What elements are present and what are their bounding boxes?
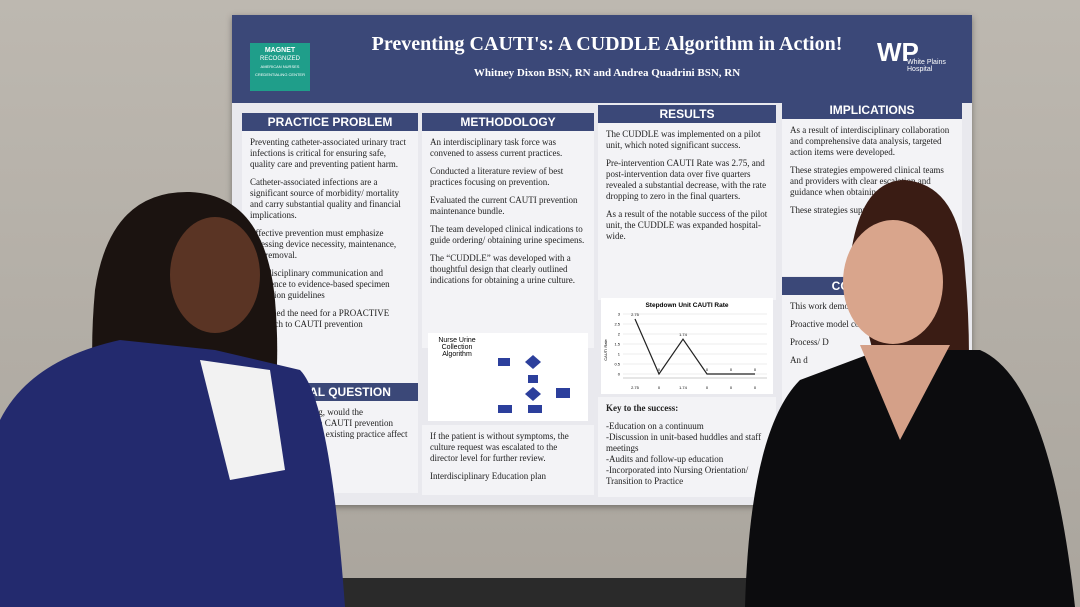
logo-mark: WP [877,37,919,67]
section-heading: METHODOLOGY [422,113,594,131]
section-text: Effective prevention must emphasize asse… [250,228,397,260]
section-text: If the patient is without symptoms, the … [430,431,569,463]
y-axis-label: CAUTI Rate [603,338,608,360]
data-label: 2.75 [631,312,640,317]
section-text: -Education on a continuum [606,421,704,431]
table-value: 1.74 [679,385,688,390]
right-person-neck [860,345,950,440]
table-value: 0 [706,385,709,390]
y-tick-label: 0.5 [614,362,620,367]
header-band [232,15,972,103]
section-text: Preventing catheter-associated urinary t… [250,137,406,169]
table-value: 0 [730,385,733,390]
section-text: Evaluated the current CAUTI prevention m… [430,195,578,216]
data-label: 0 [706,367,709,372]
logo-name: White Plains Hospital [907,59,946,73]
section-text: -Discussion in unit-based huddles and st… [606,432,762,453]
algorithm-figure: Nurse Urine Collection Algorithm [428,333,588,421]
section-body: The CUDDLE was implemented on a pilot un… [598,123,776,255]
poster-section: METHODOLOGY-2If the patient is without s… [422,425,594,495]
data-label: 0 [730,367,733,372]
section-text: Identified the need for a PROACTIVE appr… [250,308,390,329]
section-heading: IMPLICATIONS [782,101,962,119]
section-body: As a result of interdisciplinary collabo… [782,119,962,229]
section-text: Process/ D [790,337,829,347]
section-text: The “CUDDLE” was developed with a though… [430,253,575,285]
poster-section: RESULTS The CUDDLE was implemented on a p… [598,105,776,300]
section-text: Catheter-associated infections are a sig… [250,177,401,220]
table-value: 0 [658,385,661,390]
badge-line: MAGNET [264,47,296,54]
figure-title: Nurse Urine Collection Algorithm [438,337,476,358]
section-text: Conducted a literature review of best pr… [430,166,564,187]
badge-line: AMERICAN NURSES CREDENTIALING CENTER [254,64,305,77]
section-body: METHODOLOGY-2If the patient is without s… [422,425,594,495]
chart-title: Stepdown Unit CAUTI Rate [645,302,728,309]
data-label: 1.74 [679,332,688,337]
y-tick-label: 3 [618,312,621,317]
left-person-shirt [200,360,285,480]
y-tick-label: 0 [618,372,621,377]
right-person-face [843,220,943,344]
magnet-badge: MAGNET RECOGNIZED AMERICAN NURSES CREDEN… [250,43,310,91]
poster-section: METHODOLOGY An interdisciplinary task for… [422,113,594,348]
section-body: An interdisciplinary task force was conv… [422,131,594,299]
flowchart [498,355,570,413]
section-text: As a result of the notable success of th… [606,209,768,241]
section-text: An d [790,355,808,365]
section-text: Interdisciplinary Education plan [430,471,546,481]
section-body: Preventing catheter-associated urinary t… [242,131,418,343]
section-text: The CUDDLE was implemented on a pilot un… [606,129,761,150]
table-value: 0 [754,385,757,390]
section-text: As a result of interdisciplinary collabo… [790,125,950,157]
section-text: Interdisciplinary communication and adhe… [250,268,390,300]
section-text: An interdisciplinary task force was conv… [430,137,563,158]
section-body: Key to the success: -Education on a conti… [598,397,776,493]
y-tick-label: 2.5 [614,322,620,327]
data-label: 0 [754,367,757,372]
section-text: These strategies empowered clinical team… [790,165,944,197]
section-text: -Incorporated into Nursing Orientation/ … [606,465,749,486]
left-person-face [170,217,260,333]
badge-line: RECOGNIZED [259,56,300,62]
y-tick-label: 1 [618,352,621,357]
section-text: -Audits and follow-up education [606,454,724,464]
table-value: 2.75 [631,385,640,390]
section-text: Pre-intervention CAUTI Rate was 2.75, an… [606,158,767,201]
section-text: Proactive model collaboration [790,319,899,329]
section-text: These strategies support adaptability [790,205,922,215]
section-subheading: Key to the success: [606,403,679,413]
right-person-top [745,350,1075,607]
poster-section: Key to the success: -Education on a conti… [598,397,776,497]
chart: Stepdown Unit CAUTI Rate CAUTI Rate 0 0.5 1 1… [601,298,773,394]
poster-title: Preventing CAUTI's: A CUDDLE Algorithm i… [371,33,843,55]
section-text: The team developed clinical indications … [430,224,585,245]
section-heading: RESULTS [598,105,776,123]
flow-shapes [498,355,570,413]
poster-authors: Whitney Dixon BSN, RN and Andrea Quadrin… [473,67,741,79]
data-label: 0 [658,367,661,372]
poster: MAGNET RECOGNIZED AMERICAN NURSES CREDEN… [232,15,972,505]
data-line [634,318,755,376]
table-edge [340,578,760,607]
y-tick-label: 1.5 [614,342,620,347]
section-heading: PRACTICE PROBLEM [242,113,418,131]
left-person-jacket [0,340,345,607]
y-tick-label: 2 [618,332,621,337]
